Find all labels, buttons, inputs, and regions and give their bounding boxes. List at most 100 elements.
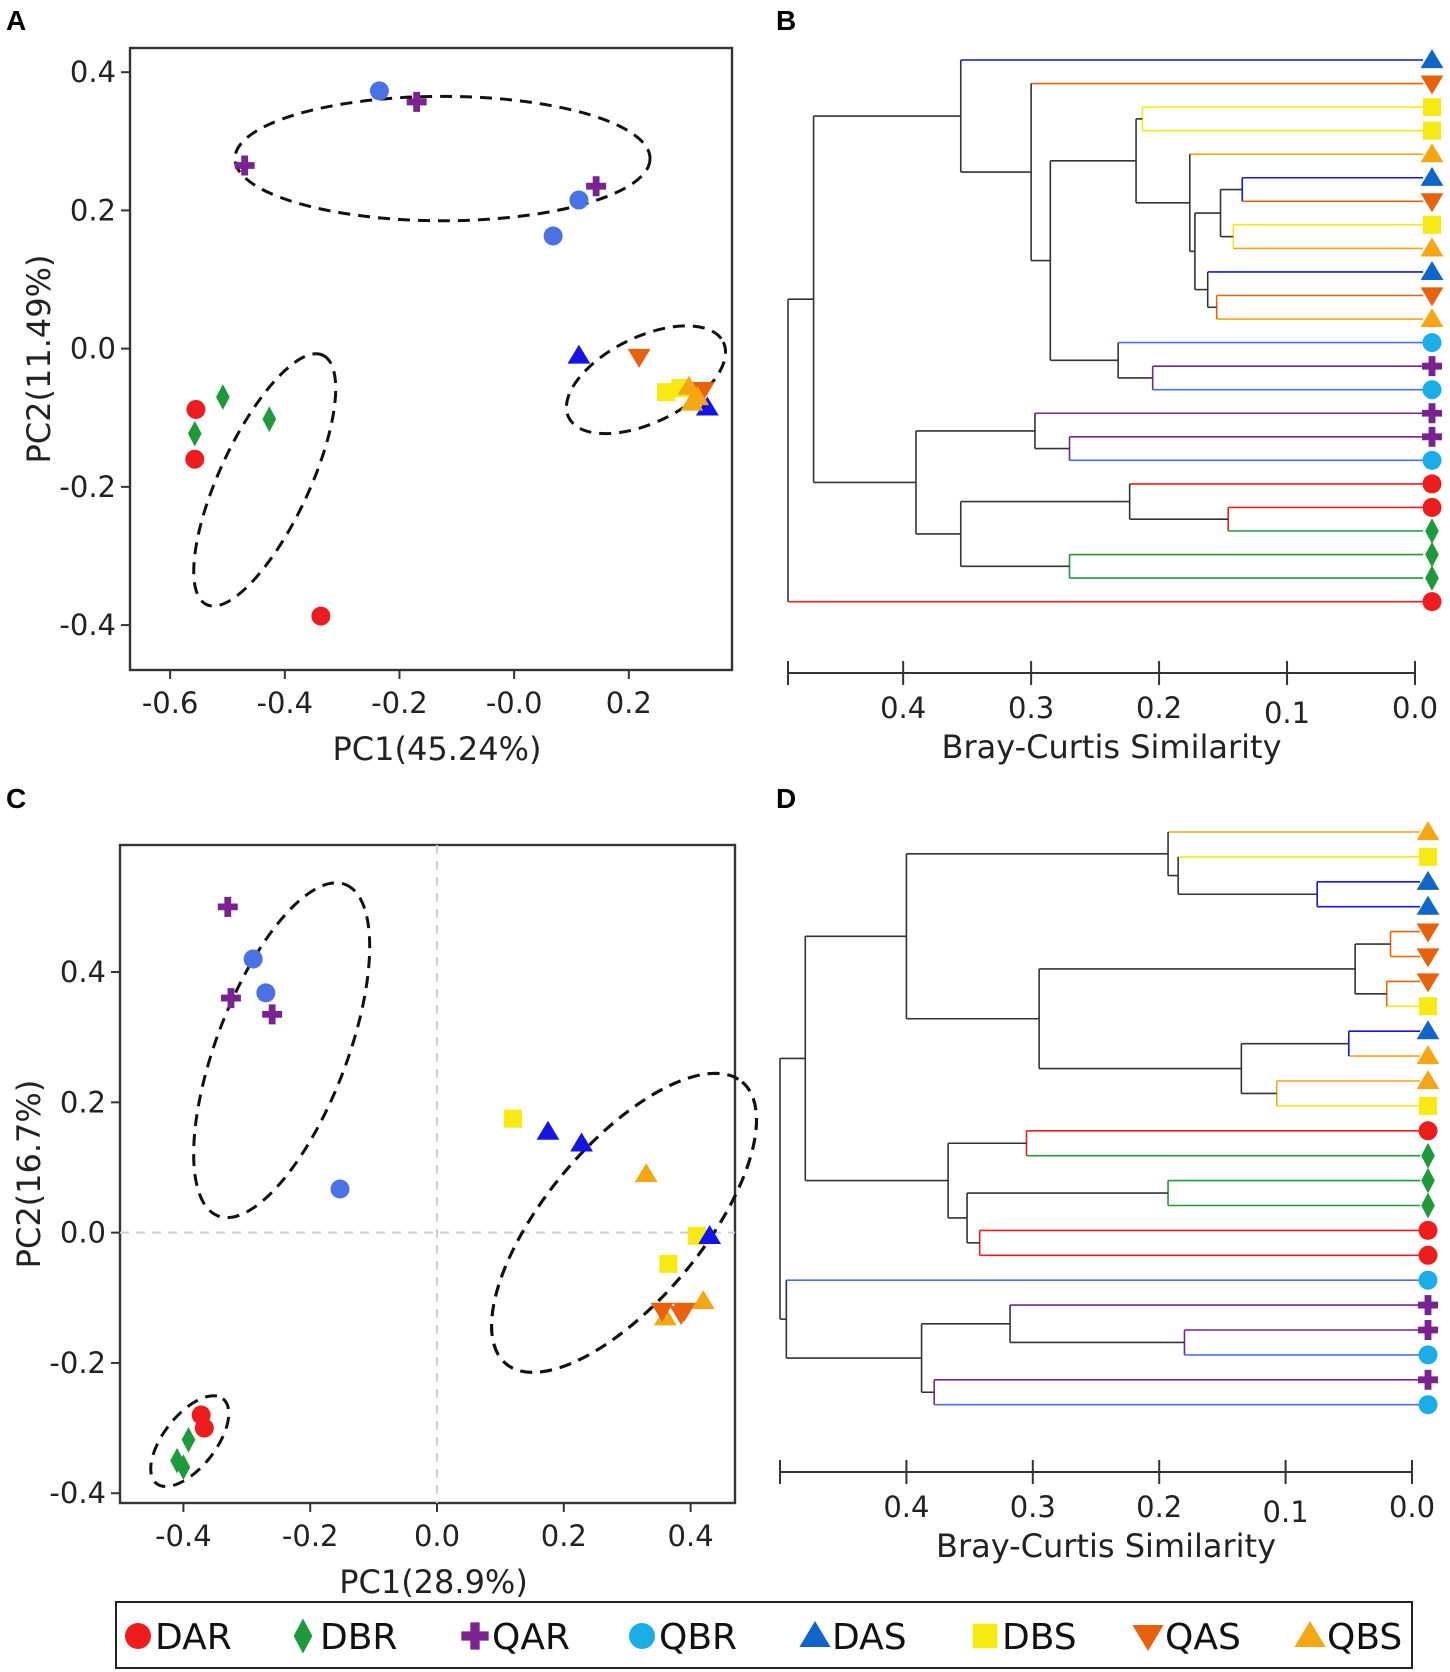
leaf-marker-dbs [1422,98,1442,117]
x-axis-title: Bray-Curtis Similarity [936,1527,1276,1565]
leaf-marker-qbs [1420,143,1444,163]
leaf-marker-dar [1422,497,1442,517]
x-tick-label: 0.0 [1389,1490,1435,1524]
y-axis-title: PC2(16.7%) [10,1080,48,1269]
x-tick-label: 0.1 [1263,1495,1309,1529]
data-point-das [536,1120,560,1140]
leaf-marker-dar [1418,1245,1438,1265]
legend-label-qas: QAS [1165,1617,1241,1658]
legend-label-qbs: QBS [1327,1617,1402,1658]
data-point-qar [586,176,607,197]
data-point-dbs [504,1109,523,1128]
x-tick-label: 0.2 [1136,691,1182,725]
leaf-marker-dbr [1425,518,1439,544]
leaf-marker-qbr [1418,1270,1438,1290]
diamond-icon [293,1618,313,1654]
data-point-dar [186,399,206,419]
x-tick-label: 0.0 [1392,691,1438,725]
y-tick-label: -0.2 [59,470,116,504]
leaf-marker-qar [1418,1295,1438,1316]
leaf-marker-das [1420,49,1444,69]
data-point-das [567,344,591,364]
x-tick-label: -0.4 [257,686,314,720]
leaf-marker-qbr [1422,333,1442,353]
x-tick-label: -0.4 [155,1519,212,1553]
x-tick-label: -0.0 [486,686,543,720]
panel-label-b: B [776,5,796,36]
x-tick-label: 0.4 [883,1490,929,1524]
leaf-marker-qas [1420,287,1444,307]
leaf-marker-qbs [1416,1045,1440,1065]
legend-label-dbr: DBR [320,1617,397,1658]
data-point-qar [262,1004,283,1025]
x-tick-label: -0.2 [282,1519,339,1553]
data-point-das [695,396,719,416]
y-tick-label: -0.2 [49,1346,106,1380]
legend-label-dar: DAR [155,1617,232,1658]
y-tick-label: -0.4 [49,1476,106,1510]
leaf-marker-qar [1422,403,1442,424]
leaf-marker-das [1416,1020,1440,1040]
cluster-ellipse [233,94,652,223]
y-tick-label: -0.4 [59,608,116,642]
panel-label-a: A [6,5,26,36]
triangle-up-icon [1294,1621,1326,1648]
leaf-marker-qar [1422,426,1442,447]
data-point-qbr [330,1179,350,1199]
leaf-marker-dar [1418,1121,1438,1141]
pca-plot-c: -0.4 -0.2 0.0 0.2 0.4 0.4 0.2 0.0 -0.2 -0.4 PC1(28… [10,843,759,1601]
circle-icon [629,1623,655,1649]
pca-plot-a: -0.6 -0.4 -0.2 -0.0 0.2 0.4 0.2 0.0 -0.2 -0.4 PC1(… [20,46,734,768]
data-point-das [698,1224,722,1244]
dendrogram-b: 0.4 0.3 0.2 0.1 0.0 Bray-Curtis Similarity [787,49,1444,766]
dendrogram-d: 0.4 0.3 0.2 0.1 0.0 Bray-Curtis Similarity [779,821,1440,1565]
x-axis-title: PC1(45.24%) [333,730,542,768]
data-point-qbr [369,81,389,101]
data-point-qbr [569,190,589,210]
legend: DAR DBR QAR QBR DAS DBS QAS QBS [115,1601,1413,1669]
leaf-marker-dbs [1422,215,1442,234]
leaf-marker-dar [1422,592,1442,612]
data-point-dbr [262,406,277,432]
x-tick-label: 0.4 [880,691,926,725]
data-point-dar [311,606,331,626]
leaf-marker-das [1420,166,1444,186]
leaf-marker-dar [1418,1220,1438,1240]
legend-label-dbs: DBS [1002,1617,1077,1658]
leaf-marker-dar [1422,474,1442,494]
data-point-qar [220,988,241,1009]
y-tick-label: 0.2 [70,193,116,227]
x-tick-label: -0.6 [142,686,199,720]
data-point-qas [672,1302,696,1322]
y-tick-label: 0.0 [60,1216,106,1250]
data-point-dbs [657,383,676,402]
x-axis-title: PC1(28.9%) [339,1563,528,1601]
cluster-ellipse [192,352,338,608]
x-tick-label: 0.4 [668,1519,714,1553]
leaf-marker-qbs [1420,237,1444,257]
leaf-marker-qbr [1422,380,1442,400]
leaf-marker-dbr [1425,565,1439,591]
panel-label-d: D [776,783,796,814]
leaf-marker-dbs [1418,1096,1438,1115]
data-point-qas [650,1302,674,1322]
x-axis-title: Bray-Curtis Similarity [942,728,1282,766]
leaf-marker-qas [1416,973,1440,993]
data-point-qar [234,155,255,176]
leaf-marker-qbs [1416,821,1440,841]
leaf-marker-das [1416,870,1440,890]
x-tick-label: 0.1 [1264,696,1310,730]
x-tick-label: 0.2 [541,1519,587,1553]
data-point-dbr [170,1447,184,1474]
cluster-ellipse [564,324,728,436]
data-point-qbs [634,1163,658,1183]
x-tick-label: 0.3 [1010,1490,1056,1524]
plot-frame [128,46,734,672]
data-point-qbs [677,375,701,395]
y-tick-label: 0.4 [70,55,116,89]
legend-label-qar: QAR [492,1617,570,1658]
data-point-dar [194,1418,214,1438]
leaf-marker-das [1416,895,1440,915]
y-axis-title: PC2(11.49%) [20,255,58,464]
